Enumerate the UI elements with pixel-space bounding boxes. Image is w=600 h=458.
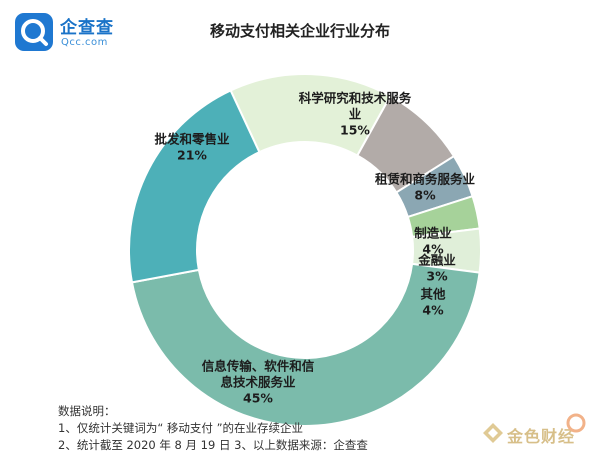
slice-6 xyxy=(130,262,481,427)
slice-label-4: 金融业 xyxy=(417,253,456,268)
slice-label-1: 科学研究和技术服务 xyxy=(299,91,412,106)
slice-pct-6: 45% xyxy=(243,391,273,406)
watermark: 金色财经 xyxy=(481,413,600,450)
slice-label-1: 业 xyxy=(349,107,362,122)
watermark-icon xyxy=(483,423,503,443)
donut-slices xyxy=(128,73,482,427)
slice-pct-4: 3% xyxy=(426,269,448,284)
chart-title: 移动支付相关企业行业分布 xyxy=(209,22,390,40)
slice-pct-7: 21% xyxy=(177,148,207,163)
slice-labels: 科学研究和技术服务业15%租赁和商务服务业8%制造业4%金融业3%其他4%信息传… xyxy=(154,91,475,406)
slice-label-3: 制造业 xyxy=(414,226,452,241)
watermark-text: 金色财经 xyxy=(507,427,576,446)
slice-label-7: 批发和零售业 xyxy=(154,132,230,147)
slice-label-2: 租赁和商务服务业 xyxy=(375,172,476,187)
slice-label-6: 信息传输、软件和信 xyxy=(202,359,315,374)
qcc-logo-icon xyxy=(15,13,53,51)
slice-pct-5: 4% xyxy=(422,303,444,318)
notes-heading: 数据说明： xyxy=(58,404,116,418)
watermark-ring-icon xyxy=(566,413,586,433)
logo-text-cn: 企查查 xyxy=(60,18,114,38)
slice-7 xyxy=(128,89,261,284)
slice-label-6: 息技术服务业 xyxy=(220,375,296,390)
qcc-logo: 企查查 Qcc.com xyxy=(14,12,134,52)
notes-line-2: 2、统计截至 2020 年 8 月 19 日 3、以上数据来源：企查查 xyxy=(58,438,368,452)
logo-text-en: Qcc.com xyxy=(61,37,108,48)
slice-pct-1: 15% xyxy=(340,123,370,138)
slice-pct-2: 8% xyxy=(414,188,436,203)
notes-line-1: 1、仅统计关键词为“ 移动支付 ”的在业存续企业 xyxy=(58,421,304,435)
slice-label-5: 其他 xyxy=(420,287,446,302)
slice-pct-3: 4% xyxy=(422,242,444,257)
data-notes: 数据说明： 1、仅统计关键词为“ 移动支付 ”的在业存续企业 2、统计截至 20… xyxy=(58,403,368,454)
